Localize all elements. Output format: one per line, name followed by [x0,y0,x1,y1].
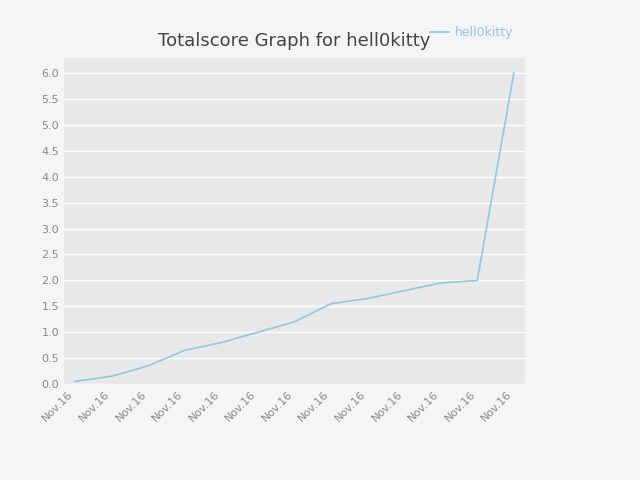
hell0kitty [437,280,445,286]
hell0kitty [254,329,262,335]
hell0kitty [144,363,152,369]
Line: hell0kitty: hell0kitty [75,73,514,382]
hell0kitty [364,296,371,301]
hell0kitty [108,373,115,379]
Title: Totalscore Graph for hell0kitty: Totalscore Graph for hell0kitty [158,33,431,50]
hell0kitty [218,340,225,346]
hell0kitty [291,319,298,324]
hell0kitty [181,348,189,353]
Legend: hell0kitty: hell0kitty [425,22,518,45]
hell0kitty [71,379,79,384]
hell0kitty [474,277,481,283]
hell0kitty [327,301,335,307]
hell0kitty [400,288,408,294]
hell0kitty [510,70,518,76]
